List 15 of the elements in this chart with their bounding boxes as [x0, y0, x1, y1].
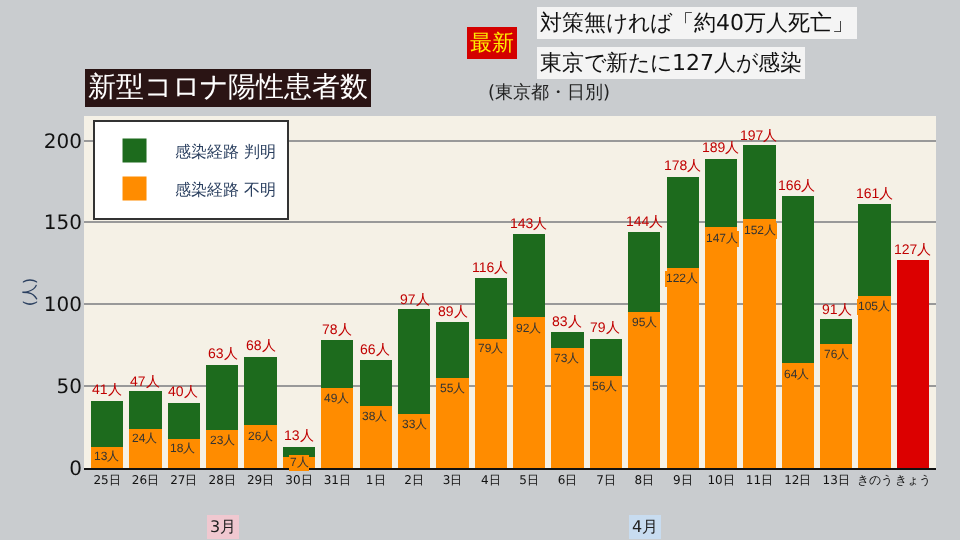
- y-axis-title: (人): [21, 277, 40, 307]
- y-tick-label: 100: [43, 295, 82, 318]
- y-tick-label: 0: [69, 459, 82, 481]
- y-tick-label: 50: [56, 377, 82, 400]
- legend-label: 感染経路 不明: [174, 180, 276, 199]
- chart-title: 新型コロナ陽性患者数: [88, 72, 368, 104]
- text: 4月: [632, 518, 659, 536]
- text: 対策無ければ「約40万人死亡」: [540, 10, 854, 36]
- chart-subtitle: (東京都・日別): [488, 82, 611, 104]
- text: 最新: [470, 30, 514, 56]
- text: 東京で新たに127人が感染: [540, 50, 802, 76]
- y-tick-label: 150: [43, 213, 82, 236]
- text: 3月: [210, 518, 237, 536]
- legend-label: 感染経路 判明: [174, 142, 276, 161]
- y-tick-label: 200: [43, 131, 82, 154]
